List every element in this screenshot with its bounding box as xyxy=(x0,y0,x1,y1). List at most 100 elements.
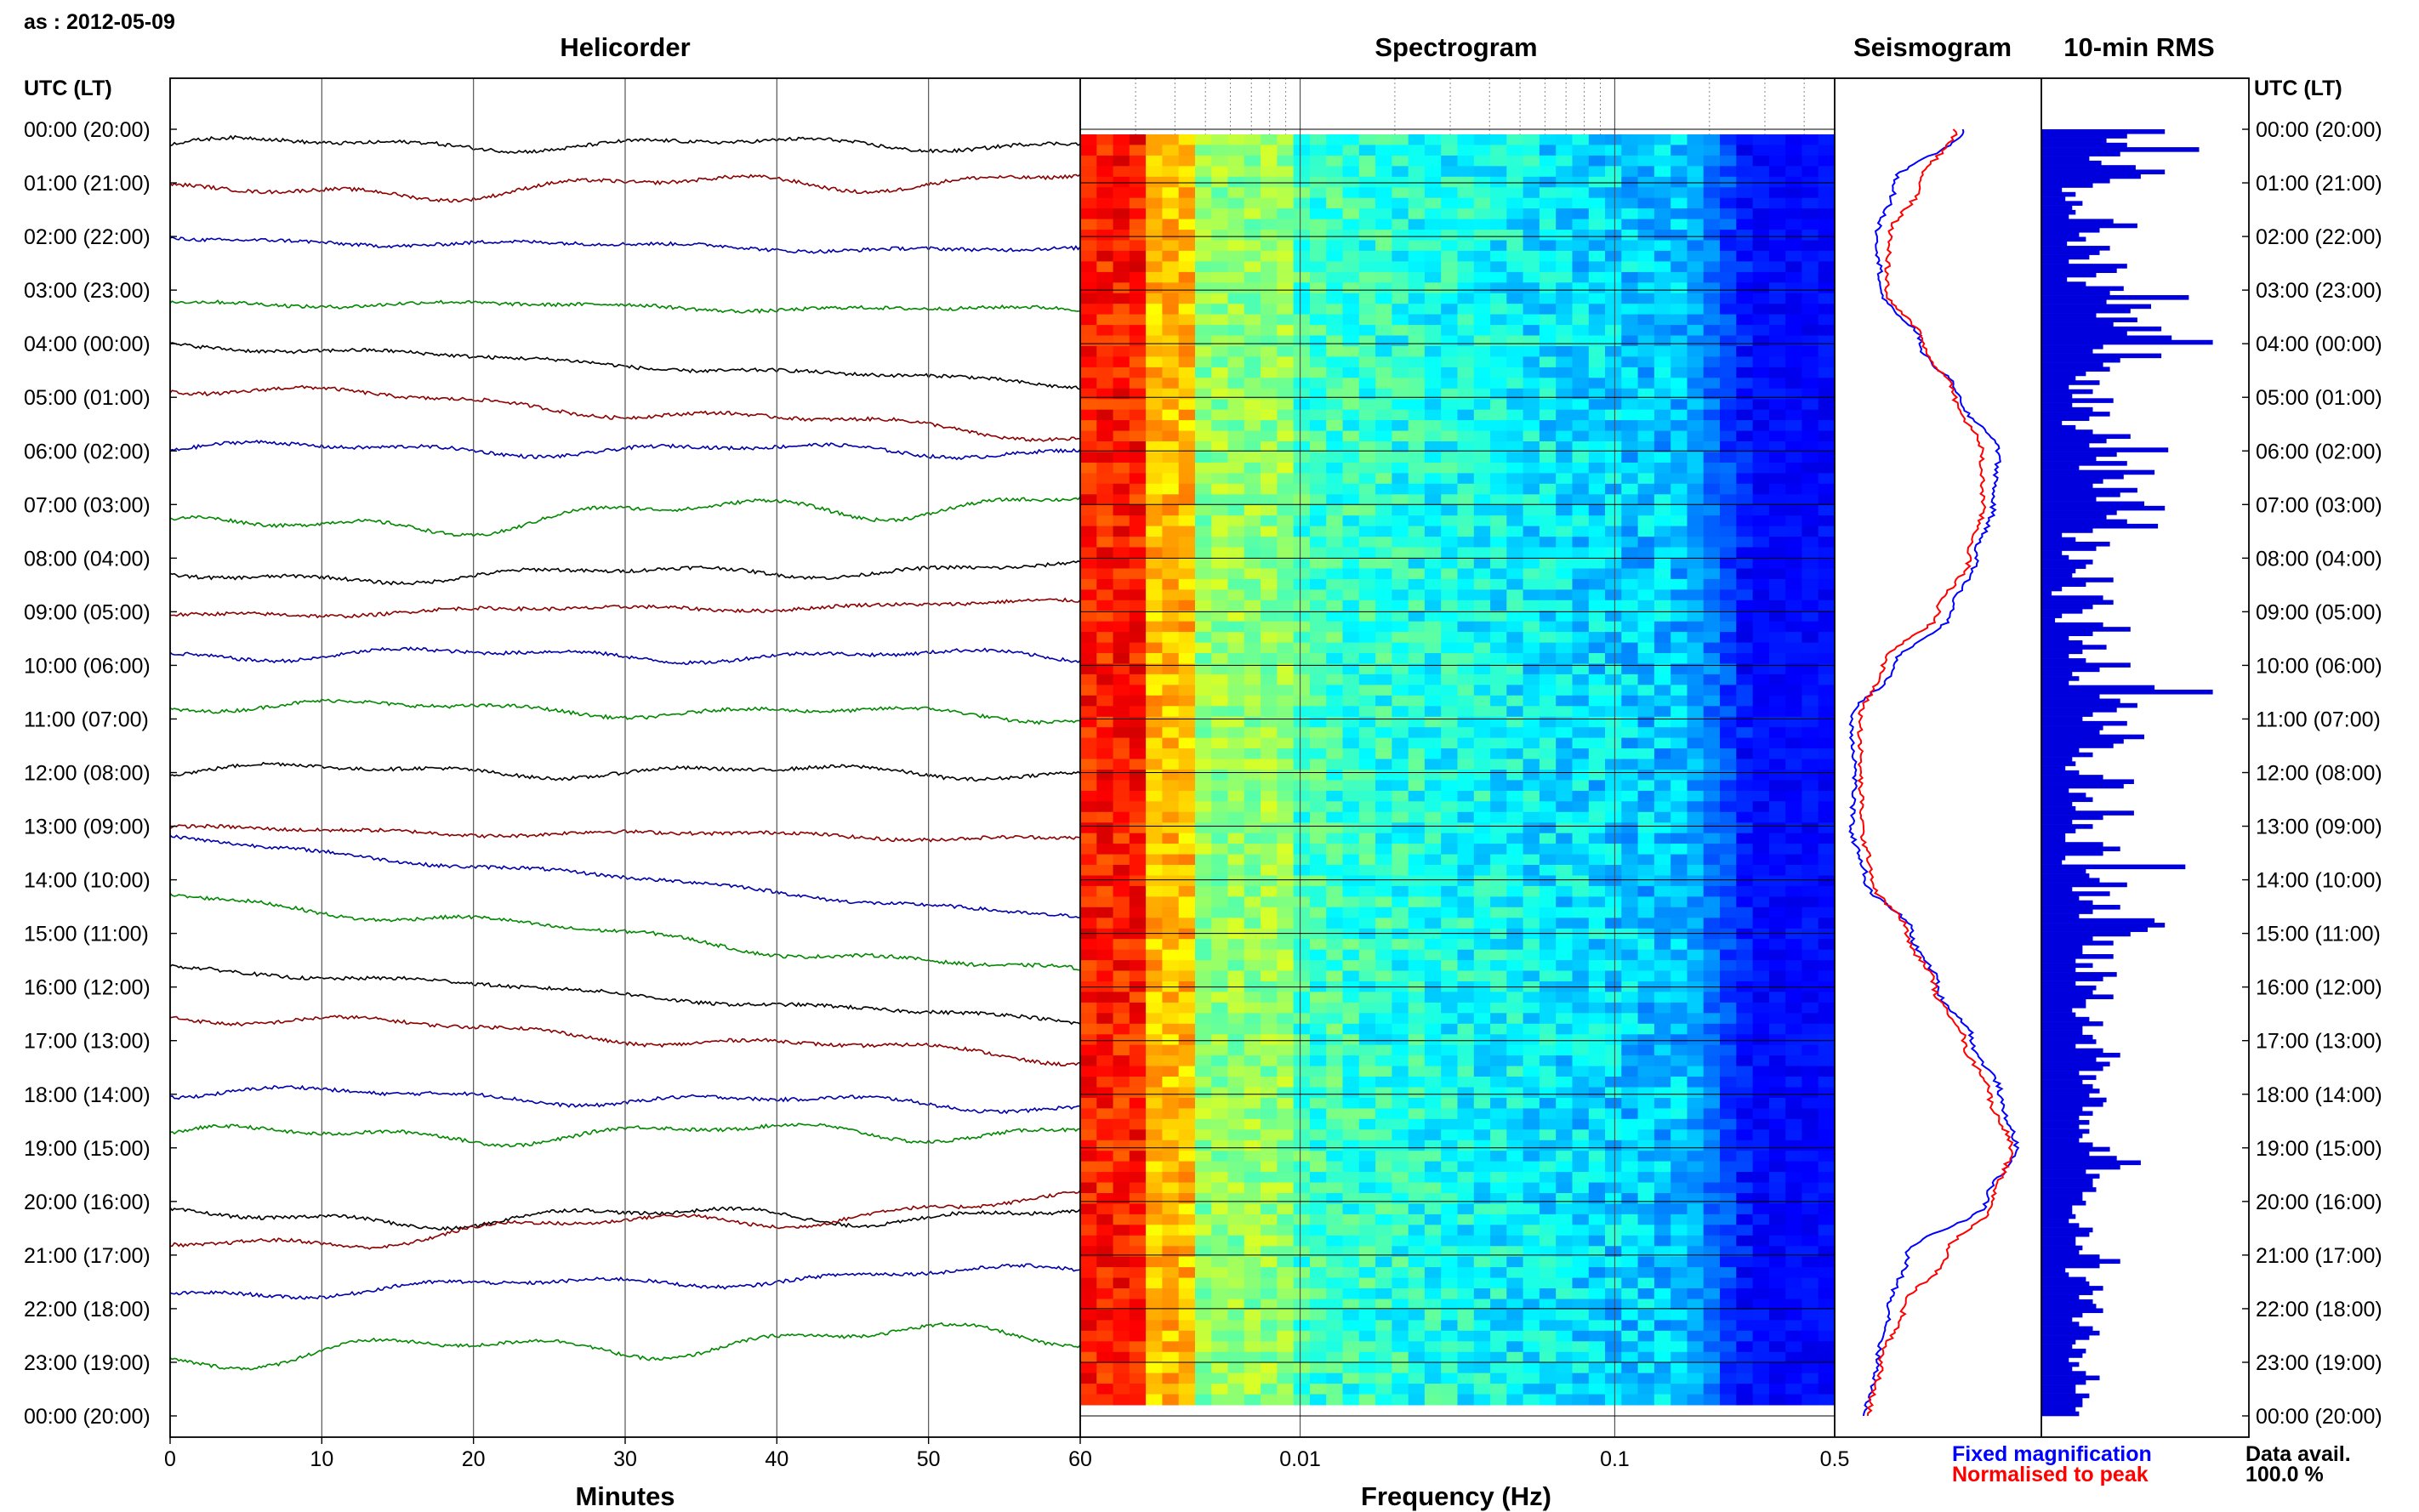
spectrogram-cell xyxy=(1244,589,1261,601)
spectrogram-cell xyxy=(1113,949,1130,961)
spectrogram-cell xyxy=(1244,1161,1261,1173)
spectrogram-cell xyxy=(1408,473,1426,485)
spectrogram-cell xyxy=(1424,949,1442,961)
spectrogram-cell xyxy=(1211,335,1229,347)
spectrogram-cell xyxy=(1605,611,1622,622)
spectrogram-cell xyxy=(1261,1172,1278,1184)
spectrogram-cell xyxy=(1621,589,1639,601)
spectrogram-cell xyxy=(1211,928,1229,940)
spectrogram-cell xyxy=(1768,960,1786,972)
spectrogram-cell xyxy=(1605,854,1622,866)
spectrogram-cell xyxy=(1408,790,1426,802)
spectrogram-cell xyxy=(1375,896,1392,908)
spectrogram-cell xyxy=(1178,1108,1196,1120)
spectrogram-cell xyxy=(1621,737,1639,749)
spectrogram-cell xyxy=(1588,346,1606,357)
spectrogram-cell xyxy=(1326,378,1344,389)
spectrogram-cell xyxy=(1162,811,1180,823)
spectrogram-cell xyxy=(1785,949,1803,961)
spectrogram-cell xyxy=(1752,1182,1770,1194)
spectrogram-cell xyxy=(1752,1013,1770,1025)
spectrogram-cell xyxy=(1506,1023,1524,1035)
spectrogram-cell xyxy=(1556,1108,1574,1120)
spectrogram-cell xyxy=(1244,293,1261,304)
spectrogram-cell xyxy=(1556,1267,1574,1279)
spectrogram-cell xyxy=(1195,737,1212,749)
spectrogram-cell xyxy=(1720,621,1737,633)
spectrogram-cell xyxy=(1556,568,1574,580)
spectrogram-cell xyxy=(1178,1013,1196,1025)
spectrogram-cell xyxy=(1703,992,1721,1003)
spectrogram-cell xyxy=(1310,166,1327,178)
spectrogram-cell xyxy=(1801,430,1819,442)
spectrogram-cell xyxy=(1244,304,1261,315)
spectrogram-cell xyxy=(1277,748,1295,760)
spectrogram-cell xyxy=(1490,1108,1507,1120)
spectrogram-cell xyxy=(1195,896,1212,908)
spectrogram-cell xyxy=(1375,1193,1392,1204)
spectrogram-cell xyxy=(1293,473,1311,485)
spectrogram-cell xyxy=(1637,1129,1655,1141)
spectrogram-cell xyxy=(1146,219,1163,230)
spectrogram-cell xyxy=(1539,346,1557,357)
spectrogram-cell xyxy=(1195,716,1212,728)
spectrogram-cell xyxy=(1653,282,1671,294)
spectrogram-cell xyxy=(1621,1193,1639,1204)
spectrogram-cell xyxy=(1080,854,1097,866)
spectrogram-cell xyxy=(1408,134,1426,145)
spectrogram-cell xyxy=(1162,282,1180,294)
spectrogram-cell xyxy=(1523,1256,1540,1268)
spectrogram-cell xyxy=(1523,801,1540,813)
spectrogram-cell xyxy=(1342,314,1360,326)
spectrogram-cell xyxy=(1671,558,1688,569)
spectrogram-cell xyxy=(1653,197,1671,209)
spectrogram-cell xyxy=(1408,314,1426,326)
spectrogram-cell xyxy=(1637,1013,1655,1025)
spectrogram-cell xyxy=(1605,918,1622,929)
spectrogram-cell xyxy=(1310,367,1327,378)
spectrogram-cell xyxy=(1358,134,1376,145)
spectrogram-cell xyxy=(1785,441,1803,452)
spectrogram-cell xyxy=(1211,822,1229,834)
spectrogram-cell xyxy=(1162,1044,1180,1056)
spectrogram-cell xyxy=(1261,230,1278,242)
spectrogram-cell xyxy=(1326,801,1344,813)
spectrogram-cell xyxy=(1358,430,1376,442)
spectrogram-cell xyxy=(1801,822,1819,834)
spectrogram-cell xyxy=(1129,314,1147,326)
spectrogram-cell xyxy=(1801,304,1819,315)
spectrogram-cell xyxy=(1671,504,1688,516)
spectrogram-cell xyxy=(1096,716,1114,728)
spectrogram-cell xyxy=(1523,568,1540,580)
spectrogram-cell xyxy=(1310,992,1327,1003)
spectrogram-cell xyxy=(1326,759,1344,770)
spectrogram-cell xyxy=(1424,833,1442,844)
spectrogram-cell xyxy=(1227,325,1245,337)
spectrogram-cell xyxy=(1768,1002,1786,1014)
spectrogram-cell xyxy=(1129,589,1147,601)
spectrogram-cell xyxy=(1720,737,1737,749)
spectrogram-cell xyxy=(1752,949,1770,961)
spectrogram-cell xyxy=(1375,992,1392,1003)
spectrogram-cell xyxy=(1392,896,1409,908)
spectrogram-cell xyxy=(1785,907,1803,918)
spectrogram-cell xyxy=(1113,208,1130,220)
spectrogram-cell xyxy=(1244,1193,1261,1204)
spectrogram-cell xyxy=(1818,1256,1836,1268)
spectrogram-cell xyxy=(1375,314,1392,326)
spectrogram-cell xyxy=(1588,642,1606,654)
spectrogram-cell xyxy=(1768,293,1786,304)
spectrogram-cell xyxy=(1572,335,1590,347)
spectrogram-cell xyxy=(1392,1044,1409,1056)
spectrogram-cell xyxy=(1178,558,1196,569)
spectrogram-cell xyxy=(1687,176,1705,188)
spectrogram-cell xyxy=(1539,367,1557,378)
spectrogram-cell xyxy=(1358,737,1376,749)
spectrogram-cell xyxy=(1080,695,1097,707)
spectrogram-cell xyxy=(1261,770,1278,781)
spectrogram-cell xyxy=(1178,759,1196,770)
spectrogram-cell xyxy=(1195,420,1212,432)
spectrogram-cell xyxy=(1556,1118,1574,1130)
spectrogram-cell xyxy=(1539,1098,1557,1109)
spectrogram-cell xyxy=(1096,219,1114,230)
